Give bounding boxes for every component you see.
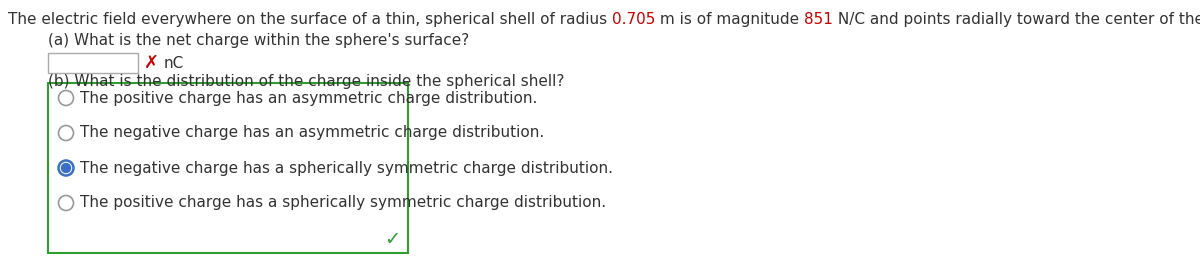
Text: N/C and points radially toward the center of the sphere.: N/C and points radially toward the cente… [833, 12, 1200, 27]
FancyBboxPatch shape [48, 83, 408, 253]
Text: ✓: ✓ [384, 230, 400, 249]
Circle shape [61, 164, 71, 173]
Text: 0.705: 0.705 [612, 12, 655, 27]
Text: 851: 851 [804, 12, 833, 27]
Text: (b) What is the distribution of the charge inside the spherical shell?: (b) What is the distribution of the char… [48, 74, 564, 89]
Text: The positive charge has an asymmetric charge distribution.: The positive charge has an asymmetric ch… [80, 91, 538, 105]
Text: nC: nC [164, 55, 185, 70]
Text: The positive charge has a spherically symmetric charge distribution.: The positive charge has a spherically sy… [80, 196, 606, 210]
Text: The electric field everywhere on the surface of a thin, spherical shell of radiu: The electric field everywhere on the sur… [8, 12, 612, 27]
Text: (a) What is the net charge within the sphere's surface?: (a) What is the net charge within the sp… [48, 33, 469, 48]
FancyBboxPatch shape [48, 53, 138, 73]
Text: The negative charge has an asymmetric charge distribution.: The negative charge has an asymmetric ch… [80, 126, 545, 140]
Text: m is of magnitude: m is of magnitude [655, 12, 804, 27]
Text: The negative charge has a spherically symmetric charge distribution.: The negative charge has a spherically sy… [80, 161, 613, 175]
Text: ✗: ✗ [144, 54, 160, 72]
